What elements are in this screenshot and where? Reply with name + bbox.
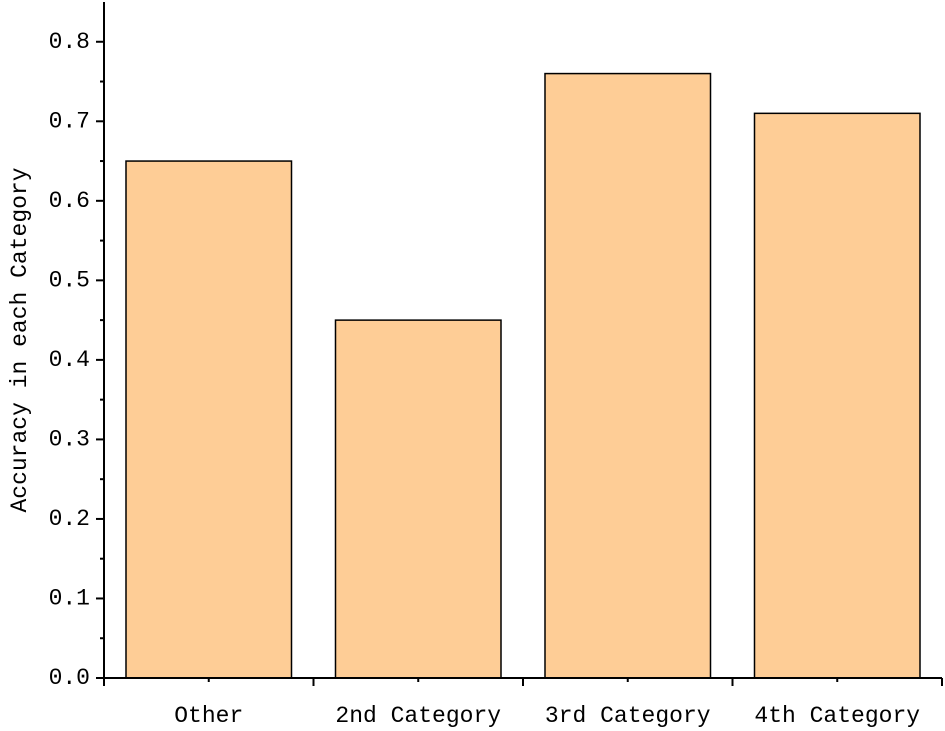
x-tick-label: Other: [174, 703, 243, 729]
bar: [334, 319, 502, 679]
y-tick-label: 0.5: [49, 267, 90, 293]
y-tick-label: 0.3: [49, 426, 90, 452]
y-tick-label: 0.0: [49, 665, 90, 691]
y-tick-label: 0.6: [49, 188, 90, 214]
bar: [125, 160, 293, 679]
y-tick-label: 0.2: [49, 506, 90, 532]
x-tick-label: 4th Category: [754, 703, 920, 729]
y-tick-label: 0.7: [49, 108, 90, 134]
x-tick-label: 3rd Category: [545, 703, 711, 729]
y-tick-label: 0.4: [49, 347, 90, 373]
y-tick-label: 0.8: [49, 29, 90, 55]
y-axis-label: Accuracy in each Category: [7, 167, 33, 512]
x-tick-label: 2nd Category: [335, 703, 501, 729]
bar: [753, 112, 921, 679]
y-tick-label: 0.1: [49, 586, 90, 612]
bar: [544, 72, 712, 679]
